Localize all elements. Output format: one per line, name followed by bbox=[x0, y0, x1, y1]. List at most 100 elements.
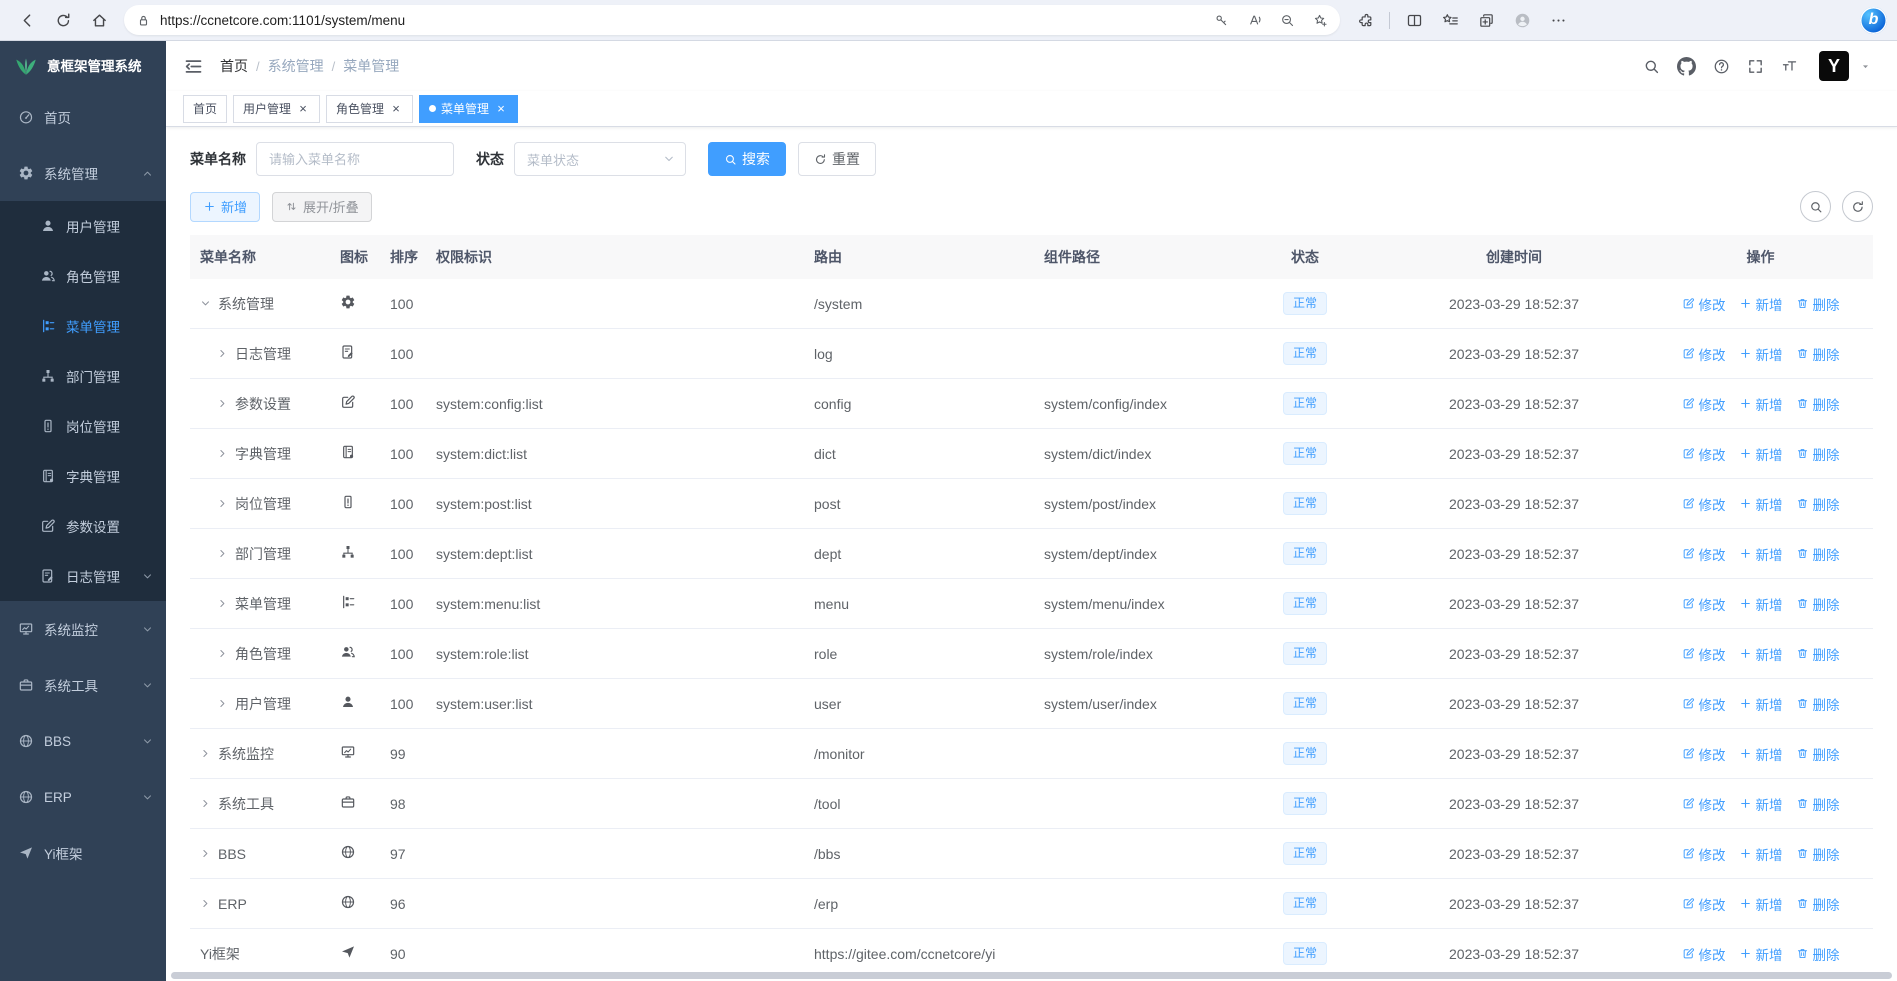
delete-link[interactable]: 删除 bbox=[1796, 894, 1840, 914]
chevron-right-icon[interactable] bbox=[217, 398, 228, 409]
horizontal-scrollbar[interactable] bbox=[171, 972, 1892, 979]
chevron-right-icon[interactable] bbox=[217, 498, 228, 509]
edit-link[interactable]: 修改 bbox=[1682, 294, 1726, 314]
tab-菜单管理[interactable]: 菜单管理 × bbox=[419, 94, 519, 123]
add-child-link[interactable]: 新增 bbox=[1739, 644, 1783, 664]
delete-link[interactable]: 删除 bbox=[1796, 294, 1840, 314]
extensions-button[interactable] bbox=[1348, 5, 1382, 35]
edit-link[interactable]: 修改 bbox=[1682, 744, 1726, 764]
chevron-right-icon[interactable] bbox=[217, 648, 228, 659]
collapse-sidebar-icon[interactable] bbox=[183, 56, 204, 77]
add-child-link[interactable]: 新增 bbox=[1739, 794, 1783, 814]
app-logo[interactable]: 意框架管理系统 bbox=[0, 41, 166, 89]
edit-link[interactable]: 修改 bbox=[1682, 644, 1726, 664]
delete-link[interactable]: 删除 bbox=[1796, 344, 1840, 364]
delete-link[interactable]: 删除 bbox=[1796, 394, 1840, 414]
chevron-right-icon[interactable] bbox=[217, 598, 228, 609]
sidebar-item-config[interactable]: 参数设置 bbox=[0, 501, 166, 551]
split-screen-button[interactable] bbox=[1397, 5, 1431, 35]
sidebar-item-menu[interactable]: 菜单管理 bbox=[0, 301, 166, 351]
sidebar-item-tool[interactable]: 系统工具 bbox=[0, 657, 166, 713]
edit-link[interactable]: 修改 bbox=[1682, 394, 1726, 414]
favorite-star-icon[interactable] bbox=[1313, 13, 1328, 28]
help-icon[interactable] bbox=[1713, 58, 1730, 75]
close-tab-icon[interactable]: × bbox=[299, 100, 307, 116]
chevron-right-icon[interactable] bbox=[200, 798, 211, 809]
delete-link[interactable]: 删除 bbox=[1796, 594, 1840, 614]
bing-copilot-button[interactable]: b bbox=[1860, 6, 1887, 34]
header-search-icon[interactable] bbox=[1643, 58, 1660, 75]
chevron-right-icon[interactable] bbox=[200, 848, 211, 859]
close-tab-icon[interactable]: × bbox=[392, 100, 400, 116]
chevron-right-icon[interactable] bbox=[217, 698, 228, 709]
edit-link[interactable]: 修改 bbox=[1682, 344, 1726, 364]
sidebar-item-post[interactable]: 岗位管理 bbox=[0, 401, 166, 451]
sidebar-item-log[interactable]: 日志管理 bbox=[0, 551, 166, 601]
reload-button[interactable] bbox=[46, 5, 80, 35]
add-child-link[interactable]: 新增 bbox=[1739, 844, 1783, 864]
home-button[interactable] bbox=[82, 5, 116, 35]
hide-search-button[interactable] bbox=[1800, 191, 1831, 222]
expand-collapse-button[interactable]: 展开/折叠 bbox=[272, 191, 372, 222]
lock-icon[interactable] bbox=[136, 13, 151, 28]
add-child-link[interactable]: 新增 bbox=[1739, 494, 1783, 514]
add-child-link[interactable]: 新增 bbox=[1739, 594, 1783, 614]
edit-link[interactable]: 修改 bbox=[1682, 694, 1726, 714]
chevron-right-icon[interactable] bbox=[200, 748, 211, 759]
settings-more-button[interactable] bbox=[1541, 5, 1575, 35]
reset-button[interactable]: 重置 bbox=[798, 142, 876, 176]
add-child-link[interactable]: 新增 bbox=[1739, 894, 1783, 914]
delete-link[interactable]: 删除 bbox=[1796, 494, 1840, 514]
password-key-icon[interactable] bbox=[1214, 13, 1229, 28]
add-child-link[interactable]: 新增 bbox=[1739, 294, 1783, 314]
font-size-icon[interactable] bbox=[1781, 58, 1798, 75]
edit-link[interactable]: 修改 bbox=[1682, 894, 1726, 914]
sidebar-item-system[interactable]: 系统管理 bbox=[0, 145, 166, 201]
close-tab-icon[interactable]: × bbox=[497, 100, 505, 116]
zoom-out-icon[interactable] bbox=[1280, 13, 1295, 28]
sidebar-item-yi[interactable]: Yi框架 bbox=[0, 825, 166, 881]
breadcrumb-home[interactable]: 首页 bbox=[220, 58, 248, 74]
sidebar-item-dict[interactable]: 字典管理 bbox=[0, 451, 166, 501]
edit-link[interactable]: 修改 bbox=[1682, 844, 1726, 864]
refresh-table-button[interactable] bbox=[1842, 191, 1873, 222]
chevron-right-icon[interactable] bbox=[200, 898, 211, 909]
collections-button[interactable] bbox=[1469, 5, 1503, 35]
add-child-link[interactable]: 新增 bbox=[1739, 344, 1783, 364]
address-bar[interactable]: https://ccnetcore.com:1101/system/menu bbox=[124, 5, 1340, 35]
delete-link[interactable]: 删除 bbox=[1796, 844, 1840, 864]
edit-link[interactable]: 修改 bbox=[1682, 444, 1726, 464]
tab-角色管理[interactable]: 角色管理 × bbox=[326, 94, 414, 123]
add-child-link[interactable]: 新增 bbox=[1739, 744, 1783, 764]
delete-link[interactable]: 删除 bbox=[1796, 544, 1840, 564]
delete-link[interactable]: 删除 bbox=[1796, 694, 1840, 714]
sidebar-item-dept[interactable]: 部门管理 bbox=[0, 351, 166, 401]
edit-link[interactable]: 修改 bbox=[1682, 944, 1726, 964]
chevron-right-icon[interactable] bbox=[217, 548, 228, 559]
chevron-right-icon[interactable] bbox=[217, 348, 228, 359]
add-child-link[interactable]: 新增 bbox=[1739, 544, 1783, 564]
profile-button[interactable] bbox=[1505, 5, 1539, 35]
user-logo[interactable]: Y bbox=[1819, 51, 1849, 81]
read-aloud-icon[interactable] bbox=[1247, 13, 1262, 28]
menu-name-input[interactable] bbox=[256, 142, 454, 176]
edit-link[interactable]: 修改 bbox=[1682, 544, 1726, 564]
delete-link[interactable]: 删除 bbox=[1796, 944, 1840, 964]
delete-link[interactable]: 删除 bbox=[1796, 744, 1840, 764]
sidebar-item-role[interactable]: 角色管理 bbox=[0, 251, 166, 301]
edit-link[interactable]: 修改 bbox=[1682, 794, 1726, 814]
tab-首页[interactable]: 首页 bbox=[183, 94, 228, 123]
sidebar-item-bbs[interactable]: BBS bbox=[0, 713, 166, 769]
sidebar-item-user[interactable]: 用户管理 bbox=[0, 201, 166, 251]
add-button[interactable]: 新增 bbox=[190, 191, 261, 222]
delete-link[interactable]: 删除 bbox=[1796, 444, 1840, 464]
sidebar-item-home[interactable]: 首页 bbox=[0, 89, 166, 145]
add-child-link[interactable]: 新增 bbox=[1739, 694, 1783, 714]
user-dropdown-caret-icon[interactable] bbox=[1860, 61, 1871, 72]
chevron-right-icon[interactable] bbox=[217, 448, 228, 459]
edit-link[interactable]: 修改 bbox=[1682, 594, 1726, 614]
breadcrumb-system[interactable]: 系统管理 bbox=[267, 58, 324, 74]
add-child-link[interactable]: 新增 bbox=[1739, 944, 1783, 964]
add-child-link[interactable]: 新增 bbox=[1739, 444, 1783, 464]
sidebar-item-monitor[interactable]: 系统监控 bbox=[0, 601, 166, 657]
